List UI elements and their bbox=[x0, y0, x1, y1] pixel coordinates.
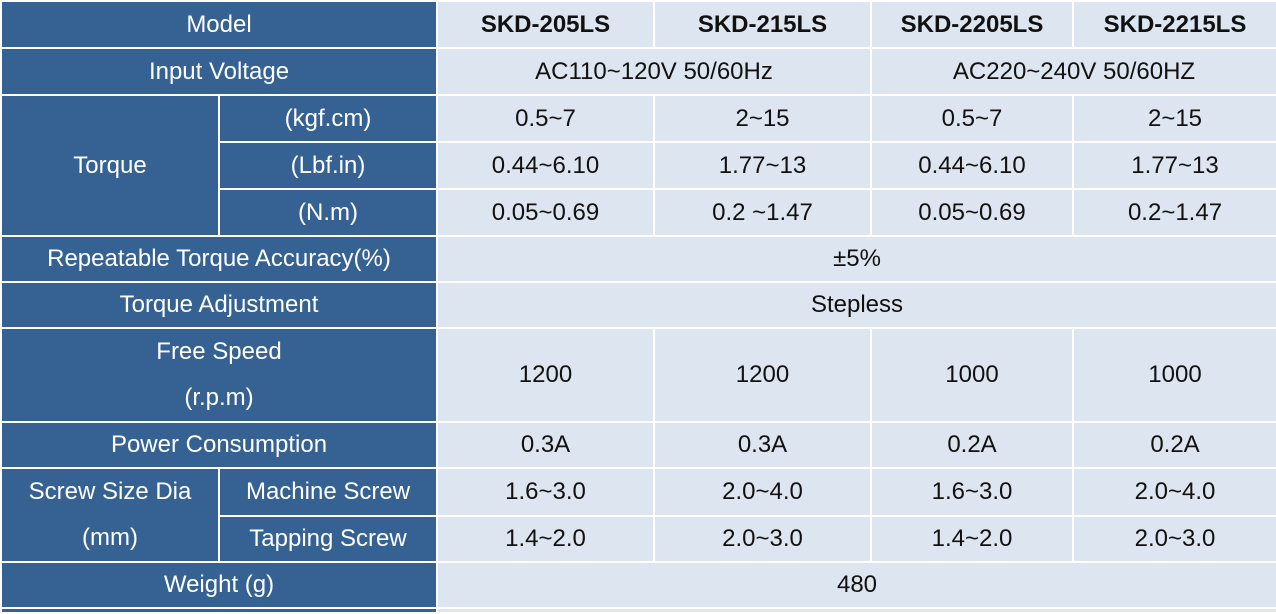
power-value: 0.3A bbox=[436, 421, 655, 469]
free-speed-value: 1000 bbox=[1072, 327, 1276, 423]
free-speed-value: 1200 bbox=[653, 327, 872, 423]
torque-row: Torque (kgf.cm) 0.5~7 2~15 0.5~7 2~15 bbox=[0, 94, 1276, 237]
model-name: SKD-2205LS bbox=[870, 0, 1074, 49]
screw-value: 1.4~2.0 bbox=[870, 514, 1074, 563]
torque-unit: (kgf.cm) bbox=[218, 94, 438, 143]
torque-row: (N.m) 0.05~0.69 0.2 ~1.47 0.05~0.69 0.2~… bbox=[1, 188, 1276, 237]
screw-row: Tapping Screw 1.4~2.0 2.0~3.0 1.4~2.0 2.… bbox=[1, 514, 1276, 563]
power-value: 0.3A bbox=[653, 421, 872, 469]
screw-size-label-line1: Screw Size Dia bbox=[28, 478, 192, 505]
screw-row: Screw Size Dia (mm) Machine Screw 1.6~3.… bbox=[0, 467, 1276, 563]
torque-value: 1.77~13 bbox=[653, 141, 872, 190]
power-row: Power Consumption 0.3A 0.3A 0.2A 0.2A bbox=[0, 421, 1276, 469]
model-name: SKD-205LS bbox=[436, 0, 655, 49]
screw-value: 1.4~2.0 bbox=[436, 514, 655, 563]
torque-value: 0.05~0.69 bbox=[870, 188, 1074, 237]
weight-row: Weight (g) 480 bbox=[0, 561, 1276, 609]
adjustment-label: Torque Adjustment bbox=[0, 281, 438, 329]
screw-value: 2.0~3.0 bbox=[1072, 514, 1276, 563]
torque-value: 0.2~1.47 bbox=[1072, 188, 1276, 237]
torque-value: 0.44~6.10 bbox=[436, 141, 655, 190]
free-speed-label-line1: Free Speed bbox=[156, 338, 282, 365]
torque-value: 0.44~6.10 bbox=[870, 141, 1074, 190]
power-value: 0.2A bbox=[1072, 421, 1276, 469]
torque-value: 0.2 ~1.47 bbox=[653, 188, 872, 237]
screw-value: 2.0~4.0 bbox=[1072, 467, 1276, 517]
torque-value: 1.77~13 bbox=[1072, 141, 1276, 190]
input-voltage-row: Input Voltage AC110~120V 50/60Hz AC220~2… bbox=[0, 47, 1276, 96]
screw-value: 2.0~4.0 bbox=[653, 467, 872, 517]
weight-value: 480 bbox=[436, 561, 1276, 609]
model-label: Model bbox=[0, 0, 438, 49]
screw-value: 2.0~3.0 bbox=[653, 514, 872, 563]
free-speed-label-line2: (r.p.m) bbox=[184, 384, 254, 411]
free-speed-value: 1000 bbox=[870, 327, 1074, 423]
torque-row: (Lbf.in) 0.44~6.10 1.77~13 0.44~6.10 1.7… bbox=[1, 141, 1276, 190]
accuracy-label: Repeatable Torque Accuracy(%) bbox=[0, 235, 438, 283]
free-speed-label: Free Speed (r.p.m) bbox=[0, 327, 438, 423]
torque-label: Torque bbox=[0, 94, 220, 237]
torque-value: 0.5~7 bbox=[436, 94, 655, 143]
input-voltage-value: AC110~120V 50/60Hz bbox=[436, 47, 872, 96]
torque-unit: (N.m) bbox=[218, 188, 438, 237]
adjustment-value: Stepless bbox=[436, 281, 1276, 329]
screw-value: 1.6~3.0 bbox=[870, 467, 1074, 517]
free-speed-row: Free Speed (r.p.m) 1200 1200 1000 1000 bbox=[0, 327, 1276, 423]
model-row: Model SKD-205LS SKD-215LS SKD-2205LS SKD… bbox=[0, 0, 1276, 49]
torque-value: 0.05~0.69 bbox=[436, 188, 655, 237]
power-label: Power Consumption bbox=[0, 421, 438, 469]
torque-value: 2~15 bbox=[1072, 94, 1276, 143]
accuracy-value: ±5% bbox=[436, 235, 1276, 283]
screw-size-label: Screw Size Dia (mm) bbox=[0, 467, 220, 563]
screw-type: Tapping Screw bbox=[218, 514, 438, 563]
torque-value: 0.5~7 bbox=[870, 94, 1074, 143]
input-voltage-label: Input Voltage bbox=[0, 47, 438, 96]
cutoff-value-cell bbox=[436, 607, 1276, 614]
cutoff-row bbox=[0, 607, 1276, 614]
screw-type: Machine Screw bbox=[218, 467, 438, 517]
cutoff-label-cell bbox=[0, 607, 438, 614]
weight-label: Weight (g) bbox=[0, 561, 438, 609]
free-speed-value: 1200 bbox=[436, 327, 655, 423]
adjustment-row: Torque Adjustment Stepless bbox=[0, 281, 1276, 329]
model-name: SKD-215LS bbox=[653, 0, 872, 49]
model-name: SKD-2215LS bbox=[1072, 0, 1276, 49]
screw-value: 1.6~3.0 bbox=[436, 467, 655, 517]
torque-unit: (Lbf.in) bbox=[218, 141, 438, 190]
input-voltage-value: AC220~240V 50/60HZ bbox=[870, 47, 1276, 96]
accuracy-row: Repeatable Torque Accuracy(%) ±5% bbox=[0, 235, 1276, 283]
screw-size-label-line2: (mm) bbox=[82, 524, 138, 551]
torque-value: 2~15 bbox=[653, 94, 872, 143]
power-value: 0.2A bbox=[870, 421, 1074, 469]
